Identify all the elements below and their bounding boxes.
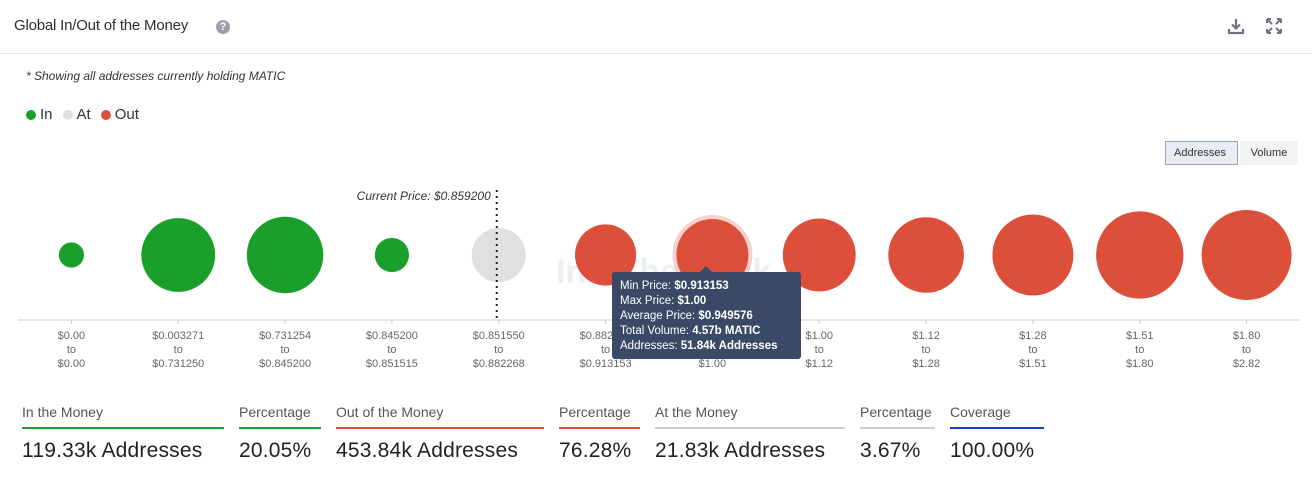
legend-at-dot	[62, 109, 73, 120]
bubble-in[interactable]	[58, 242, 85, 268]
page-title: Global In/Out of the Money	[14, 17, 189, 34]
x-tick-label: $0.882268	[473, 358, 525, 370]
addresses-toggle-button[interactable]: Addresses	[1165, 141, 1238, 165]
stat-in-percentage: Percentage 20.05%	[239, 404, 321, 463]
stat-out-of-the-money: Out of the Money 453.84k Addresses	[336, 404, 544, 463]
x-tick-label: to	[601, 344, 610, 356]
legend-item-out[interactable]: Out	[100, 106, 139, 123]
current-price-label: Current Price: $0.859200	[357, 189, 491, 203]
x-tick-label: $0.731254	[259, 330, 311, 342]
stat-label: In the Money	[22, 404, 224, 429]
x-tick-label: $0.00	[58, 358, 86, 370]
x-tick-label: $1.12	[912, 330, 940, 342]
help-icon[interactable]: ?	[216, 20, 230, 34]
bucket-tooltip: Min Price: $0.913153 Max Price: $1.00 Av…	[612, 272, 801, 359]
tooltip-arrow	[700, 266, 712, 272]
x-tick-label: to	[494, 344, 503, 356]
stat-value: 20.05%	[239, 439, 312, 462]
stat-label: Percentage	[559, 404, 640, 429]
legend-out-dot	[100, 109, 111, 120]
x-tick-label: $2.82	[1233, 358, 1261, 370]
stat-label: Percentage	[239, 404, 321, 429]
x-tick-label: $0.00	[58, 330, 86, 342]
stat-value: 21.83k Addresses	[655, 439, 826, 462]
legend-in-label: In	[40, 106, 53, 123]
stat-value: 119.33k Addresses	[22, 439, 203, 462]
tooltip-addresses: Addresses: 51.84k Addresses	[620, 340, 778, 352]
x-tick-label: to	[1242, 344, 1251, 356]
bubble-out[interactable]	[574, 224, 637, 286]
x-tick-label: $0.851515	[366, 358, 418, 370]
bubble-out[interactable]	[888, 217, 964, 293]
tooltip-min-price: Min Price: $0.913153	[620, 280, 729, 292]
bubble-out[interactable]	[1096, 211, 1184, 299]
legend-item-in[interactable]: In	[26, 106, 53, 123]
x-tick-label: to	[1135, 344, 1144, 356]
holding-note: * Showing all addresses currently holdin…	[26, 69, 286, 83]
stat-value: 76.28%	[559, 439, 632, 462]
x-tick-label: $1.28	[1019, 330, 1047, 342]
chart-header: Global In/Out of the Money ?	[0, 0, 1312, 54]
tooltip-max-price: Max Price: $1.00	[620, 295, 707, 307]
stat-value: 3.67%	[860, 439, 921, 462]
x-tick-label: to	[174, 344, 183, 356]
x-tick-label: $0.845200	[366, 330, 418, 342]
tooltip-volume: Total Volume: 4.57b MATIC	[620, 325, 761, 337]
x-tick-label: $1.00	[699, 358, 727, 370]
x-tick-label: to	[67, 344, 76, 356]
summary-stats: In the Money 119.33k Addresses Percentag…	[0, 404, 1312, 484]
legend-at-label: At	[76, 106, 91, 123]
x-tick-label: to	[387, 344, 396, 356]
download-icon[interactable]	[1226, 16, 1246, 36]
x-tick-label: to	[280, 344, 289, 356]
bubble-out[interactable]	[1201, 210, 1292, 300]
x-tick-label: $1.80	[1233, 330, 1261, 342]
stat-label: Percentage	[860, 404, 935, 429]
x-tick-label: $0.845200	[259, 358, 311, 370]
stat-label: Coverage	[950, 404, 1044, 429]
stat-value: 453.84k Addresses	[336, 439, 519, 462]
stat-at-percentage: Percentage 3.67%	[860, 404, 935, 463]
legend-in-dot	[26, 109, 36, 120]
legend-item-at[interactable]: At	[62, 106, 91, 123]
x-tick-label: to	[1028, 344, 1037, 356]
x-tick-label: $1.28	[912, 358, 940, 370]
x-tick-label: $1.51	[1126, 330, 1154, 342]
x-tick-label: $1.12	[805, 358, 833, 370]
x-tick-label: $0.851550	[473, 330, 525, 342]
bubble-out[interactable]	[992, 214, 1074, 296]
x-tick-label: $1.80	[1126, 358, 1154, 370]
bubble-in[interactable]	[374, 237, 410, 273]
volume-toggle-button[interactable]: Volume	[1240, 141, 1298, 165]
stat-label: Out of the Money	[336, 404, 544, 429]
stat-at-the-money: At the Money 21.83k Addresses	[655, 404, 845, 463]
x-tick-label: $1.51	[1019, 358, 1047, 370]
stat-value: 100.00%	[950, 439, 1035, 462]
expand-icon[interactable]	[1264, 16, 1284, 36]
bubble-in[interactable]	[246, 216, 324, 294]
bubble-at[interactable]	[471, 228, 526, 282]
x-tick-label: to	[815, 344, 824, 356]
legend-out-label: Out	[114, 106, 139, 123]
x-tick-label: $0.913153	[580, 358, 632, 370]
x-tick-label: to	[921, 344, 930, 356]
x-tick-label: $0.003271	[152, 330, 204, 342]
x-tick-label: $1.00	[805, 330, 833, 342]
x-tick-label: $0.731250	[152, 358, 204, 370]
stat-out-percentage: Percentage 76.28%	[559, 404, 640, 463]
stat-coverage: Coverage 100.00%	[950, 404, 1044, 463]
legend: In At Out	[26, 106, 149, 123]
bubble-out[interactable]	[782, 218, 856, 292]
stat-in-the-money: In the Money 119.33k Addresses	[22, 404, 224, 463]
stat-label: At the Money	[655, 404, 845, 429]
bubble-in[interactable]	[141, 218, 216, 292]
tooltip-avg-price: Average Price: $0.949576	[620, 310, 753, 322]
